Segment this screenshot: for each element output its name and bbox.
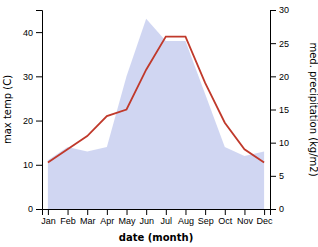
tick-label: 25 [279,39,289,49]
tick: 20 [23,116,42,126]
axis-line [43,210,271,216]
y2-axis-title: med. precipitation (kg/m2) [308,42,318,176]
tick: 5 [270,171,284,181]
x-axis-title: date (month) [119,232,193,243]
tick-mark [68,209,69,215]
tick: 25 [270,39,289,49]
tick-label: 30 [23,72,33,82]
tick-mark [166,209,167,215]
tick-mark [270,43,276,44]
tick: Nov [237,209,254,226]
tick: May [119,209,137,226]
tick: Jun [139,209,154,226]
area [48,19,264,209]
tick: 10 [270,138,289,148]
axis-line [36,11,43,210]
tick-label: Oct [218,216,233,226]
tick-label: Jan [41,216,56,226]
tick-mark [270,110,276,111]
tick-mark [36,121,42,122]
tick-mark [36,209,42,210]
tick: 0 [28,204,42,214]
tick: Mar [80,209,96,226]
tick: Dec [257,209,274,226]
tick-label: Nov [237,216,254,226]
x-axis: Jan Feb Mar Apr MayJun Jul Aug Sep Oct NovDec [41,209,273,226]
chart: Jan Feb Mar Apr MayJun Jul Aug Sep Oct NovDec 0 10 2… [0,0,318,247]
plot: Jan Feb Mar Apr MayJun Jul Aug Sep Oct NovDec 0 10 2… [23,5,289,226]
tick: Jul [161,209,173,226]
tick-label: 0 [279,204,284,214]
tick-label: 20 [279,72,289,82]
tick: 40 [23,27,42,37]
tick-label: 10 [23,160,33,170]
tick-mark [205,209,206,215]
y-axis-title: max temp (C) [2,75,13,144]
tick-label: Jun [139,216,154,226]
tick-mark [107,209,108,215]
tick-label: Mar [80,216,96,226]
tick-label: 15 [279,105,289,115]
tick-mark [264,209,265,215]
tick-mark [127,209,128,215]
tick-mark [270,176,276,177]
tick-label: 40 [23,27,33,37]
tick-mark [36,32,42,33]
tick-label: Aug [178,216,194,226]
tick-label: 30 [279,5,289,15]
tick: Feb [60,209,76,226]
tick-label: Feb [60,216,76,226]
tick-mark [225,209,226,215]
y2-axis: 0 5 10 15 20 25 30 [270,5,289,214]
tick-label: 5 [279,171,284,181]
axis-line [271,11,277,210]
tick-label: 10 [279,138,289,148]
tick: 20 [270,72,289,82]
tick: Oct [218,209,233,226]
tick-label: 20 [23,116,33,126]
tick-mark [270,10,276,11]
tick-mark [36,165,42,166]
tick-mark [185,209,186,215]
tick-mark [270,209,276,210]
tick-mark [146,209,147,215]
marks [48,19,264,209]
tick-label: Dec [257,216,274,226]
tick: Sep [198,209,214,226]
tick-mark [244,209,245,215]
tick-mark [48,209,49,215]
tick-label: Sep [198,216,214,226]
line [48,37,264,163]
tick: Apr [100,209,114,226]
tick: 30 [270,5,289,15]
tick-mark [87,209,88,215]
tick-label: May [119,216,137,226]
tick: 15 [270,105,289,115]
tick-mark [36,76,42,77]
y-axis: 0 10 20 30 40 [23,11,43,215]
tick-mark [270,143,276,144]
tick-label: Jul [161,216,173,226]
tick: Jan [41,209,56,226]
tick-label: Apr [100,216,114,226]
tick: Aug [178,209,194,226]
tick: 0 [270,204,284,214]
tick-label: 0 [28,204,33,214]
tick: 10 [23,160,42,170]
tick-mark [270,76,276,77]
tick: 30 [23,72,42,82]
